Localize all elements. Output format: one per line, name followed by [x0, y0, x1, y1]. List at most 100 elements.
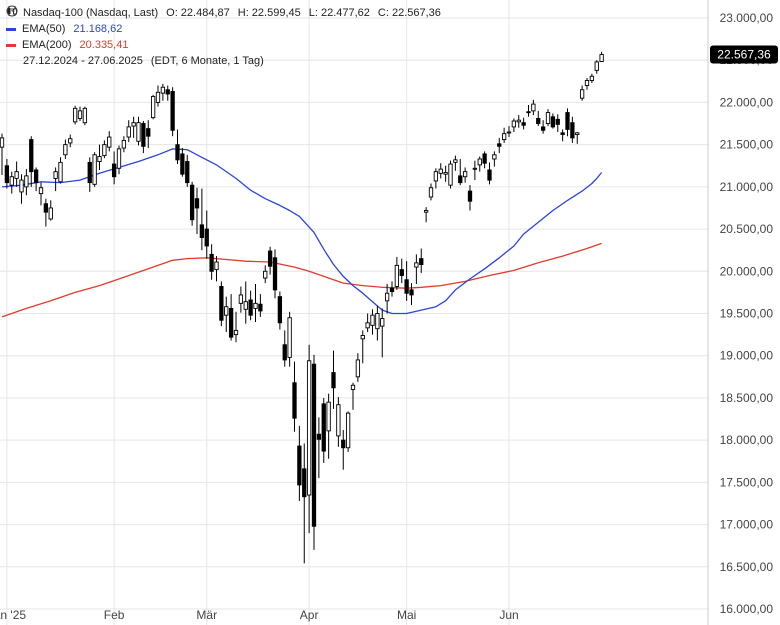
y-tick-label: 20.500,00	[720, 222, 774, 236]
candle	[219, 281, 224, 327]
candle	[297, 425, 302, 501]
candle	[267, 246, 273, 275]
x-tick-label: Mär	[196, 608, 217, 622]
candle	[185, 154, 190, 187]
y-tick-label: 20.000,00	[720, 264, 774, 278]
candle-body	[175, 144, 180, 161]
candle-body	[209, 253, 214, 272]
candle	[150, 94, 156, 120]
candle	[233, 311, 239, 343]
grid	[0, 0, 708, 625]
x-tick-label: Apr	[300, 608, 319, 622]
candle	[584, 77, 590, 90]
candle-body	[487, 169, 492, 181]
candle-body	[589, 75, 595, 81]
ema50-line	[1, 148, 603, 315]
candle-body	[550, 116, 556, 128]
candle	[92, 152, 97, 187]
y-tick-label: 18.500,00	[720, 391, 774, 405]
x-tick-label: Jun	[499, 608, 518, 622]
ema200-line	[1, 242, 602, 318]
candle-body	[102, 144, 107, 157]
candle-body	[326, 401, 331, 432]
candle-body	[24, 175, 29, 188]
y-tick-label: 23.000,00	[720, 11, 774, 25]
candle-body	[497, 143, 502, 147]
candle	[68, 134, 73, 148]
candle	[423, 207, 429, 223]
candle-body	[116, 148, 122, 169]
candle	[238, 286, 244, 313]
candle-body	[43, 203, 49, 213]
candle-body	[341, 439, 346, 449]
candle-body	[87, 161, 92, 184]
candle	[136, 116, 141, 146]
candle-body	[253, 302, 258, 309]
candle-body	[584, 80, 590, 86]
candle	[458, 158, 463, 186]
candle	[287, 311, 292, 367]
candle	[579, 85, 585, 101]
candle	[165, 85, 170, 101]
candle	[53, 167, 58, 192]
candle-body	[531, 103, 536, 112]
candle	[243, 281, 248, 324]
candle	[194, 187, 200, 235]
candle-body	[53, 171, 58, 179]
open-value: O: 22.484,87	[166, 7, 230, 19]
candle	[370, 309, 375, 335]
candle-body	[365, 322, 370, 329]
legend-ohlc-row: Nasdaq-100 (Nasdaq, Last) O: 22.484,87 H…	[6, 5, 441, 21]
legend-ema200-row: EMA(200) 20.335,41	[6, 37, 441, 53]
y-tick-label: 16.000,00	[720, 602, 774, 616]
candle-body	[92, 154, 97, 185]
x-tick-label: Mai	[397, 608, 416, 622]
candle	[146, 120, 151, 149]
candle-body	[214, 261, 219, 271]
candle-body	[111, 163, 117, 178]
candle	[19, 174, 24, 204]
y-tick-label: 17.000,00	[720, 518, 774, 532]
candle-body	[545, 112, 551, 124]
candle-body	[48, 207, 53, 220]
candle	[87, 157, 92, 192]
candle-body	[194, 198, 200, 209]
candle	[453, 155, 458, 171]
candle-body	[287, 317, 292, 358]
candle	[38, 182, 44, 206]
candle-body	[160, 86, 166, 94]
candle	[409, 283, 414, 306]
legend-range-row: 27.12.2024 - 27.06.2025 (EDT, 6 Monate, …	[6, 5, 441, 69]
candle	[126, 120, 131, 143]
candle	[224, 296, 229, 333]
candle-body	[355, 359, 361, 378]
candle	[506, 126, 512, 138]
candle-body	[19, 179, 24, 193]
candle-body	[107, 136, 112, 148]
candle	[63, 139, 68, 159]
candle	[526, 104, 531, 117]
candle	[331, 350, 336, 409]
candle	[350, 382, 356, 410]
candle-body	[263, 270, 268, 279]
candle	[14, 161, 19, 187]
candle-body	[594, 61, 599, 71]
candle-body	[506, 131, 512, 134]
candle-body	[272, 257, 278, 291]
candle-body	[72, 107, 78, 123]
candle	[9, 171, 14, 194]
candle	[0, 133, 5, 176]
candle	[560, 129, 565, 142]
date-range: 27.12.2024 - 27.06.2025	[23, 55, 143, 67]
candle	[384, 283, 390, 314]
candle-body	[472, 167, 478, 170]
candle	[536, 110, 541, 127]
candle	[302, 443, 307, 564]
ema200-layer	[1, 242, 602, 318]
candle-body	[277, 296, 283, 324]
candle	[501, 127, 507, 143]
candle-body	[443, 172, 448, 175]
candle-body	[82, 107, 88, 124]
candle	[511, 118, 517, 132]
